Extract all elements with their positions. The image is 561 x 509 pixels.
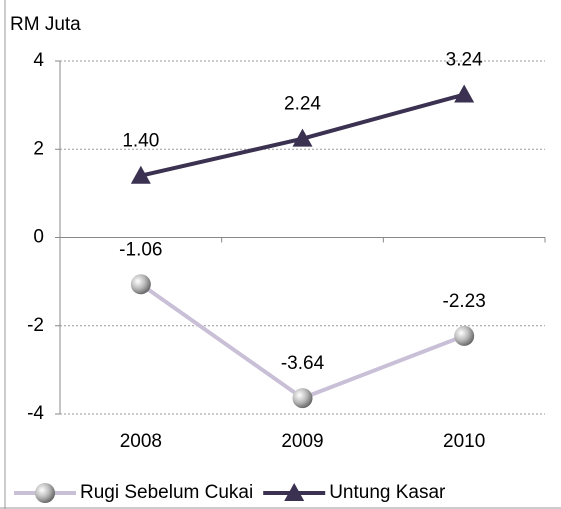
y-axis-label: RM Juta [10,14,81,35]
triangle-marker [454,84,475,103]
legend-label: Rugi Sebelum Cukai [80,482,253,503]
sphere-marker [454,325,475,346]
x-tick-label: 2010 [443,431,485,452]
data-label: 2.24 [284,94,321,115]
sphere-marker [292,388,313,409]
triangle-marker [284,483,305,501]
x-tick-label: 2009 [281,431,323,452]
y-tick-label: 0 [33,227,44,248]
sphere-marker [130,274,151,295]
data-label: -2.23 [443,291,486,312]
data-label: -1.06 [119,239,162,260]
triangle-marker [130,165,151,184]
legend-label: Untung Kasar [329,482,446,503]
data-label: -3.64 [281,353,325,374]
triangle-marker [292,128,313,147]
data-label: 3.24 [446,50,483,71]
series-line [139,282,465,401]
y-tick-label: -2 [27,315,44,336]
y-tick-label: -4 [27,403,44,424]
y-tick-label: 4 [33,50,44,71]
data-label: 1.40 [122,131,159,152]
y-tick-label: 2 [33,138,44,159]
x-tick-label: 2008 [120,431,162,452]
sphere-marker [35,483,55,503]
